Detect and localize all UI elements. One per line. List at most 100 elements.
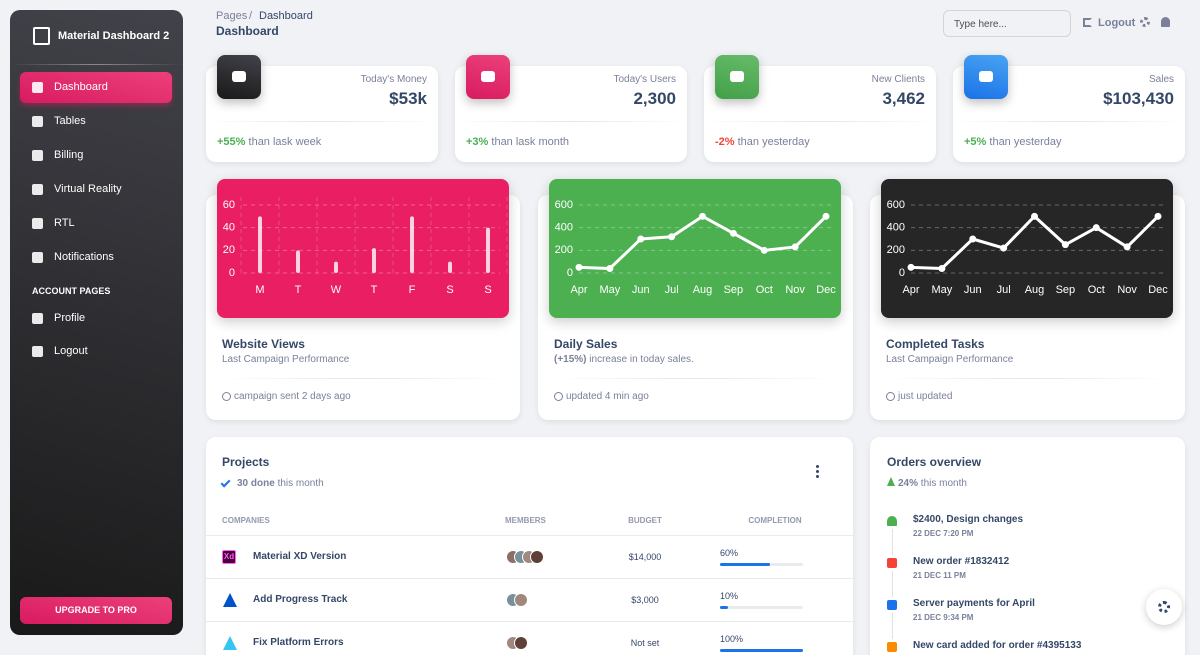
point	[760, 246, 768, 254]
section-label: ACCOUNT PAGES	[32, 286, 111, 296]
divider	[222, 378, 505, 379]
x-tick-label: Dec	[816, 284, 836, 296]
member-avatar[interactable]	[530, 550, 544, 564]
y-tick-label: 0	[899, 267, 905, 279]
breadcrumb-item[interactable]: Pages	[216, 10, 248, 22]
point	[1000, 244, 1008, 252]
order-text: Server payments for April	[913, 598, 1035, 609]
chart-box: 0 200 400 600 Apr May Jun Jul Aug Sep Oct Nov Dec	[881, 179, 1173, 318]
nav-item[interactable]: Tables	[20, 106, 172, 137]
subtitle-highlight: (+15%)	[554, 354, 587, 365]
x-tick-label: Aug	[693, 284, 713, 296]
x-tick-label: Aug	[1025, 284, 1045, 296]
x-tick-label: M	[255, 284, 264, 296]
stat-change: -2%	[715, 136, 735, 148]
y-tick-label: 400	[887, 222, 905, 234]
chart-card: 0 20 40 60 M T W T F S S Website Views Last Campaign…	[206, 179, 520, 420]
projects-summary: 30 done this month	[237, 478, 324, 489]
member-avatar[interactable]	[514, 636, 528, 650]
y-tick-label: 40	[223, 222, 235, 234]
subtitle-text: Last Campaign Performance	[886, 354, 1014, 365]
column-header: BUDGET	[628, 516, 662, 525]
project-name: Material XD Version	[253, 551, 347, 562]
divider	[886, 378, 1169, 379]
chart: 0 200 400 600 Apr May Jun Jul Aug Sep Oct Nov Dec	[555, 199, 837, 296]
gear-icon	[1158, 601, 1170, 613]
order-text: $2400, Design changes	[913, 514, 1024, 525]
stat-card: Today's Users 2,300 +3% than lask month	[455, 55, 687, 162]
y-tick-label: 200	[555, 244, 573, 256]
project-name: Fix Platform Errors	[253, 637, 344, 648]
point	[791, 243, 799, 251]
y-tick-label: 600	[887, 199, 905, 211]
divider	[554, 378, 837, 379]
logout-link[interactable]: Logout	[1098, 17, 1136, 29]
period: this month	[277, 478, 324, 489]
stat-footer: +5% than yesterday	[964, 136, 1062, 148]
stat-card: Sales $103,430 +5% than yesterday	[953, 55, 1185, 162]
nav-icon	[32, 313, 43, 324]
settings-icon[interactable]	[1140, 17, 1150, 27]
x-tick-label: Oct	[1088, 284, 1105, 296]
timeline-icon	[887, 516, 897, 526]
point	[575, 263, 583, 271]
bar	[258, 216, 262, 273]
x-tick-label: May	[599, 284, 620, 296]
progress-fill	[720, 606, 729, 609]
progress-track	[720, 606, 803, 609]
completion-label: 100%	[720, 634, 744, 644]
subtitle-text: increase in today sales.	[589, 354, 694, 365]
divider	[10, 64, 183, 65]
progress-track	[720, 649, 803, 652]
point	[1123, 243, 1131, 251]
more-menu[interactable]	[816, 465, 820, 479]
nav-item[interactable]: Virtual Reality	[20, 174, 172, 205]
chart-subtitle: Last Campaign Performance	[222, 354, 349, 365]
stat-note: than yesterday	[989, 136, 1062, 148]
divider	[953, 121, 1185, 122]
row-border	[206, 621, 853, 622]
icon-glyph	[730, 71, 744, 82]
nav-label: Notifications	[54, 251, 114, 263]
nav-item[interactable]: Billing	[20, 140, 172, 171]
chart-box: 0 200 400 600 Apr May Jun Jul Aug Sep Oct Nov Dec	[549, 179, 841, 318]
settings-fab[interactable]	[1146, 589, 1182, 625]
nav-item[interactable]: Dashboard	[20, 72, 172, 103]
y-tick-label: 400	[555, 222, 573, 234]
upgrade-button[interactable]: UPGRADE TO PRO	[20, 597, 172, 624]
nav-item[interactable]: RTL	[20, 208, 172, 239]
chart-card: 0 200 400 600 Apr May Jun Jul Aug Sep Oct Nov Dec Dai…	[538, 179, 853, 420]
breadcrumb-item: Dashboard	[259, 10, 313, 22]
bar	[486, 227, 490, 273]
notifications-icon[interactable]	[1161, 17, 1170, 27]
bar	[410, 216, 414, 273]
timeline-icon	[887, 642, 897, 652]
progress-fill	[720, 649, 803, 652]
member-avatar[interactable]	[514, 593, 528, 607]
nav-label: Profile	[54, 312, 86, 324]
point	[668, 233, 676, 241]
stat-value: 3,462	[882, 89, 925, 108]
search-input[interactable]: Type here...	[943, 10, 1071, 37]
x-tick-label: Apr	[902, 284, 919, 296]
nav-item[interactable]: Profile	[20, 303, 172, 334]
y-tick-label: 600	[555, 199, 573, 211]
order-date: 22 DEC 7:20 PM	[913, 529, 974, 538]
point	[938, 264, 946, 272]
point	[1092, 224, 1100, 232]
point	[907, 263, 915, 271]
nav-item[interactable]: Logout	[20, 336, 172, 367]
point	[1154, 212, 1162, 220]
x-tick-label: Apr	[570, 284, 587, 296]
stat-change: +55%	[217, 136, 246, 148]
x-tick-label: Oct	[756, 284, 773, 296]
nav-label: Logout	[54, 345, 88, 357]
timeline-icon	[887, 600, 897, 610]
nav-icon	[32, 252, 43, 263]
chart-title: Website Views	[222, 337, 305, 351]
stat-icon	[964, 55, 1008, 99]
chart: 0 200 400 600 Apr May Jun Jul Aug Sep Oct Nov Dec	[887, 199, 1169, 296]
nav-item[interactable]: Notifications	[20, 242, 172, 273]
stat-card: Today's Money $53k +55% than lask week	[206, 55, 438, 162]
orders-summary: 24% this month	[898, 478, 967, 489]
